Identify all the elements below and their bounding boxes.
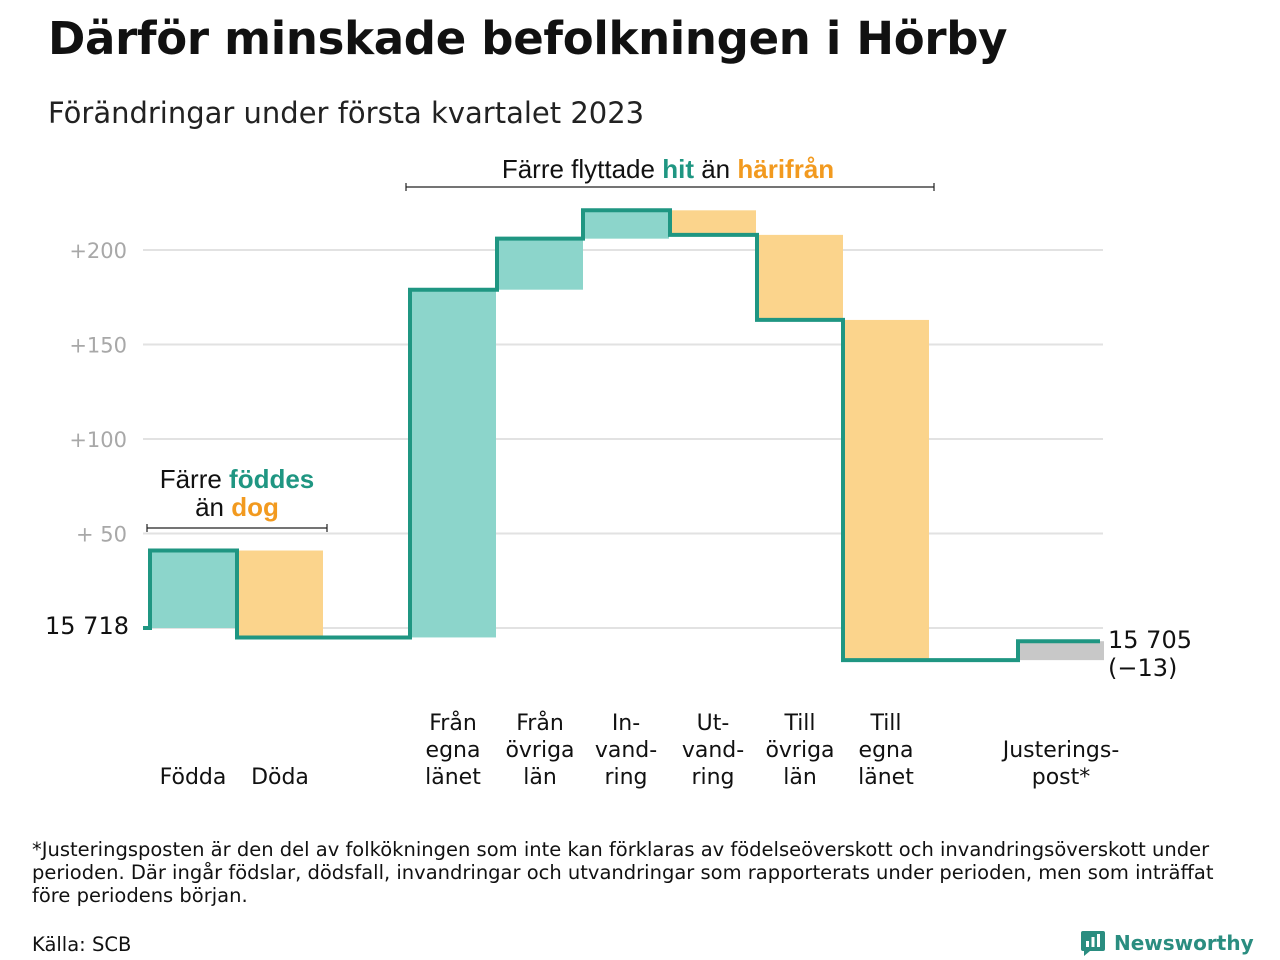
waterfall-chart: +200 +150 +100 + 50 15 718 15 705(−13) Födda Dö… [45, 154, 1192, 790]
category-label-till-egna-lanet: Till egna länet [858, 711, 914, 790]
category-label-line: län [783, 765, 817, 790]
category-label-line: egna [859, 738, 914, 763]
y-tick-label: +100 [69, 428, 127, 452]
annotation-births-deaths: Färre föddes än dog [160, 464, 315, 522]
y-gridlines: +200 +150 +100 + 50 [69, 239, 1103, 629]
category-label-line: vand- [595, 738, 657, 763]
bar-doda [237, 550, 323, 638]
end-change-label: (−13) [1108, 654, 1177, 682]
category-label-line: län [523, 765, 557, 790]
brand-logo: Newsworthy [1080, 928, 1254, 958]
y-tick-label: +200 [69, 239, 127, 263]
category-label-line: länet [425, 765, 481, 790]
category-label-line: Ut- [697, 711, 730, 736]
y-tick-label: + 50 [76, 523, 127, 547]
category-label-line: Till [869, 711, 901, 736]
category-label-line: Från [429, 710, 477, 736]
annotation-part-outflow: dog [231, 492, 279, 522]
chart-title: Därför minskade befolkningen i Hörby [48, 12, 1008, 65]
category-label-fran-egna-lanet: Från egna länet [425, 710, 481, 790]
category-label-till-ovriga-lan: Till övriga län [765, 711, 834, 790]
category-label-fran-ovriga-lan: Från övriga län [505, 710, 574, 790]
annotation-part-inflow: föddes [229, 464, 314, 494]
category-label-line: Födda [160, 765, 227, 790]
chart-subtitle: Förändringar under första kvartalet 2023 [48, 96, 645, 130]
cumulative-step-line [143, 208, 1100, 663]
bar-utvandring [670, 210, 756, 235]
annotation-part-outflow: härifrån [737, 154, 834, 184]
category-label-line: Döda [251, 765, 309, 790]
category-label-line: vand- [682, 738, 744, 763]
annotation-migration: Färre flyttade hit än härifrån [502, 154, 834, 184]
source-credit: Källa: SCB [32, 933, 132, 956]
bar-invandring [583, 210, 669, 239]
newsworthy-logo-icon [1081, 931, 1105, 956]
category-label-line: ring [604, 765, 647, 790]
bar-till-egna-lanet [843, 319, 929, 661]
category-label-fodda: Födda [160, 765, 227, 790]
end-value-label: 15 705 [1108, 626, 1192, 654]
bar-fran-ovriga-lan [497, 238, 583, 290]
bars [150, 210, 1104, 661]
category-label-doda: Döda [251, 765, 309, 790]
category-label-invandring: In-vand-ring [595, 711, 657, 790]
annotation-part-plain: än [195, 492, 231, 522]
annotation-part-plain: Färre flyttade [502, 154, 662, 184]
footnote: *Justeringsposten är den del av folkökni… [32, 838, 1214, 907]
brand-name: Newsworthy [1114, 931, 1254, 955]
bar-fodda [150, 550, 236, 628]
category-label-line: post* [1032, 765, 1091, 790]
annotation-part-plain: än [694, 154, 737, 184]
annotation-part-plain: Färre [160, 464, 229, 494]
category-label-line: Justerings- [1001, 738, 1120, 763]
bar-justeringspost [1018, 641, 1104, 661]
annotation-part-inflow: hit [662, 154, 694, 184]
category-label-line: egna [426, 738, 481, 763]
category-label-line: övriga [505, 738, 574, 763]
start-value-label: 15 718 [45, 612, 129, 640]
category-label-utvandring: Ut-vand-ring [682, 711, 744, 790]
category-label-line: In- [612, 711, 640, 736]
y-tick-label: +150 [69, 334, 127, 358]
category-label-line: länet [858, 765, 914, 790]
category-label-line: ring [691, 765, 734, 790]
category-label-line: Till [783, 711, 815, 736]
category-label-justeringspost: Justerings-post* [1001, 738, 1120, 790]
bar-fran-egna-lanet [410, 289, 496, 638]
category-label-line: övriga [765, 738, 834, 763]
category-label-line: Från [516, 710, 564, 736]
bar-till-ovriga-lan [757, 234, 843, 320]
